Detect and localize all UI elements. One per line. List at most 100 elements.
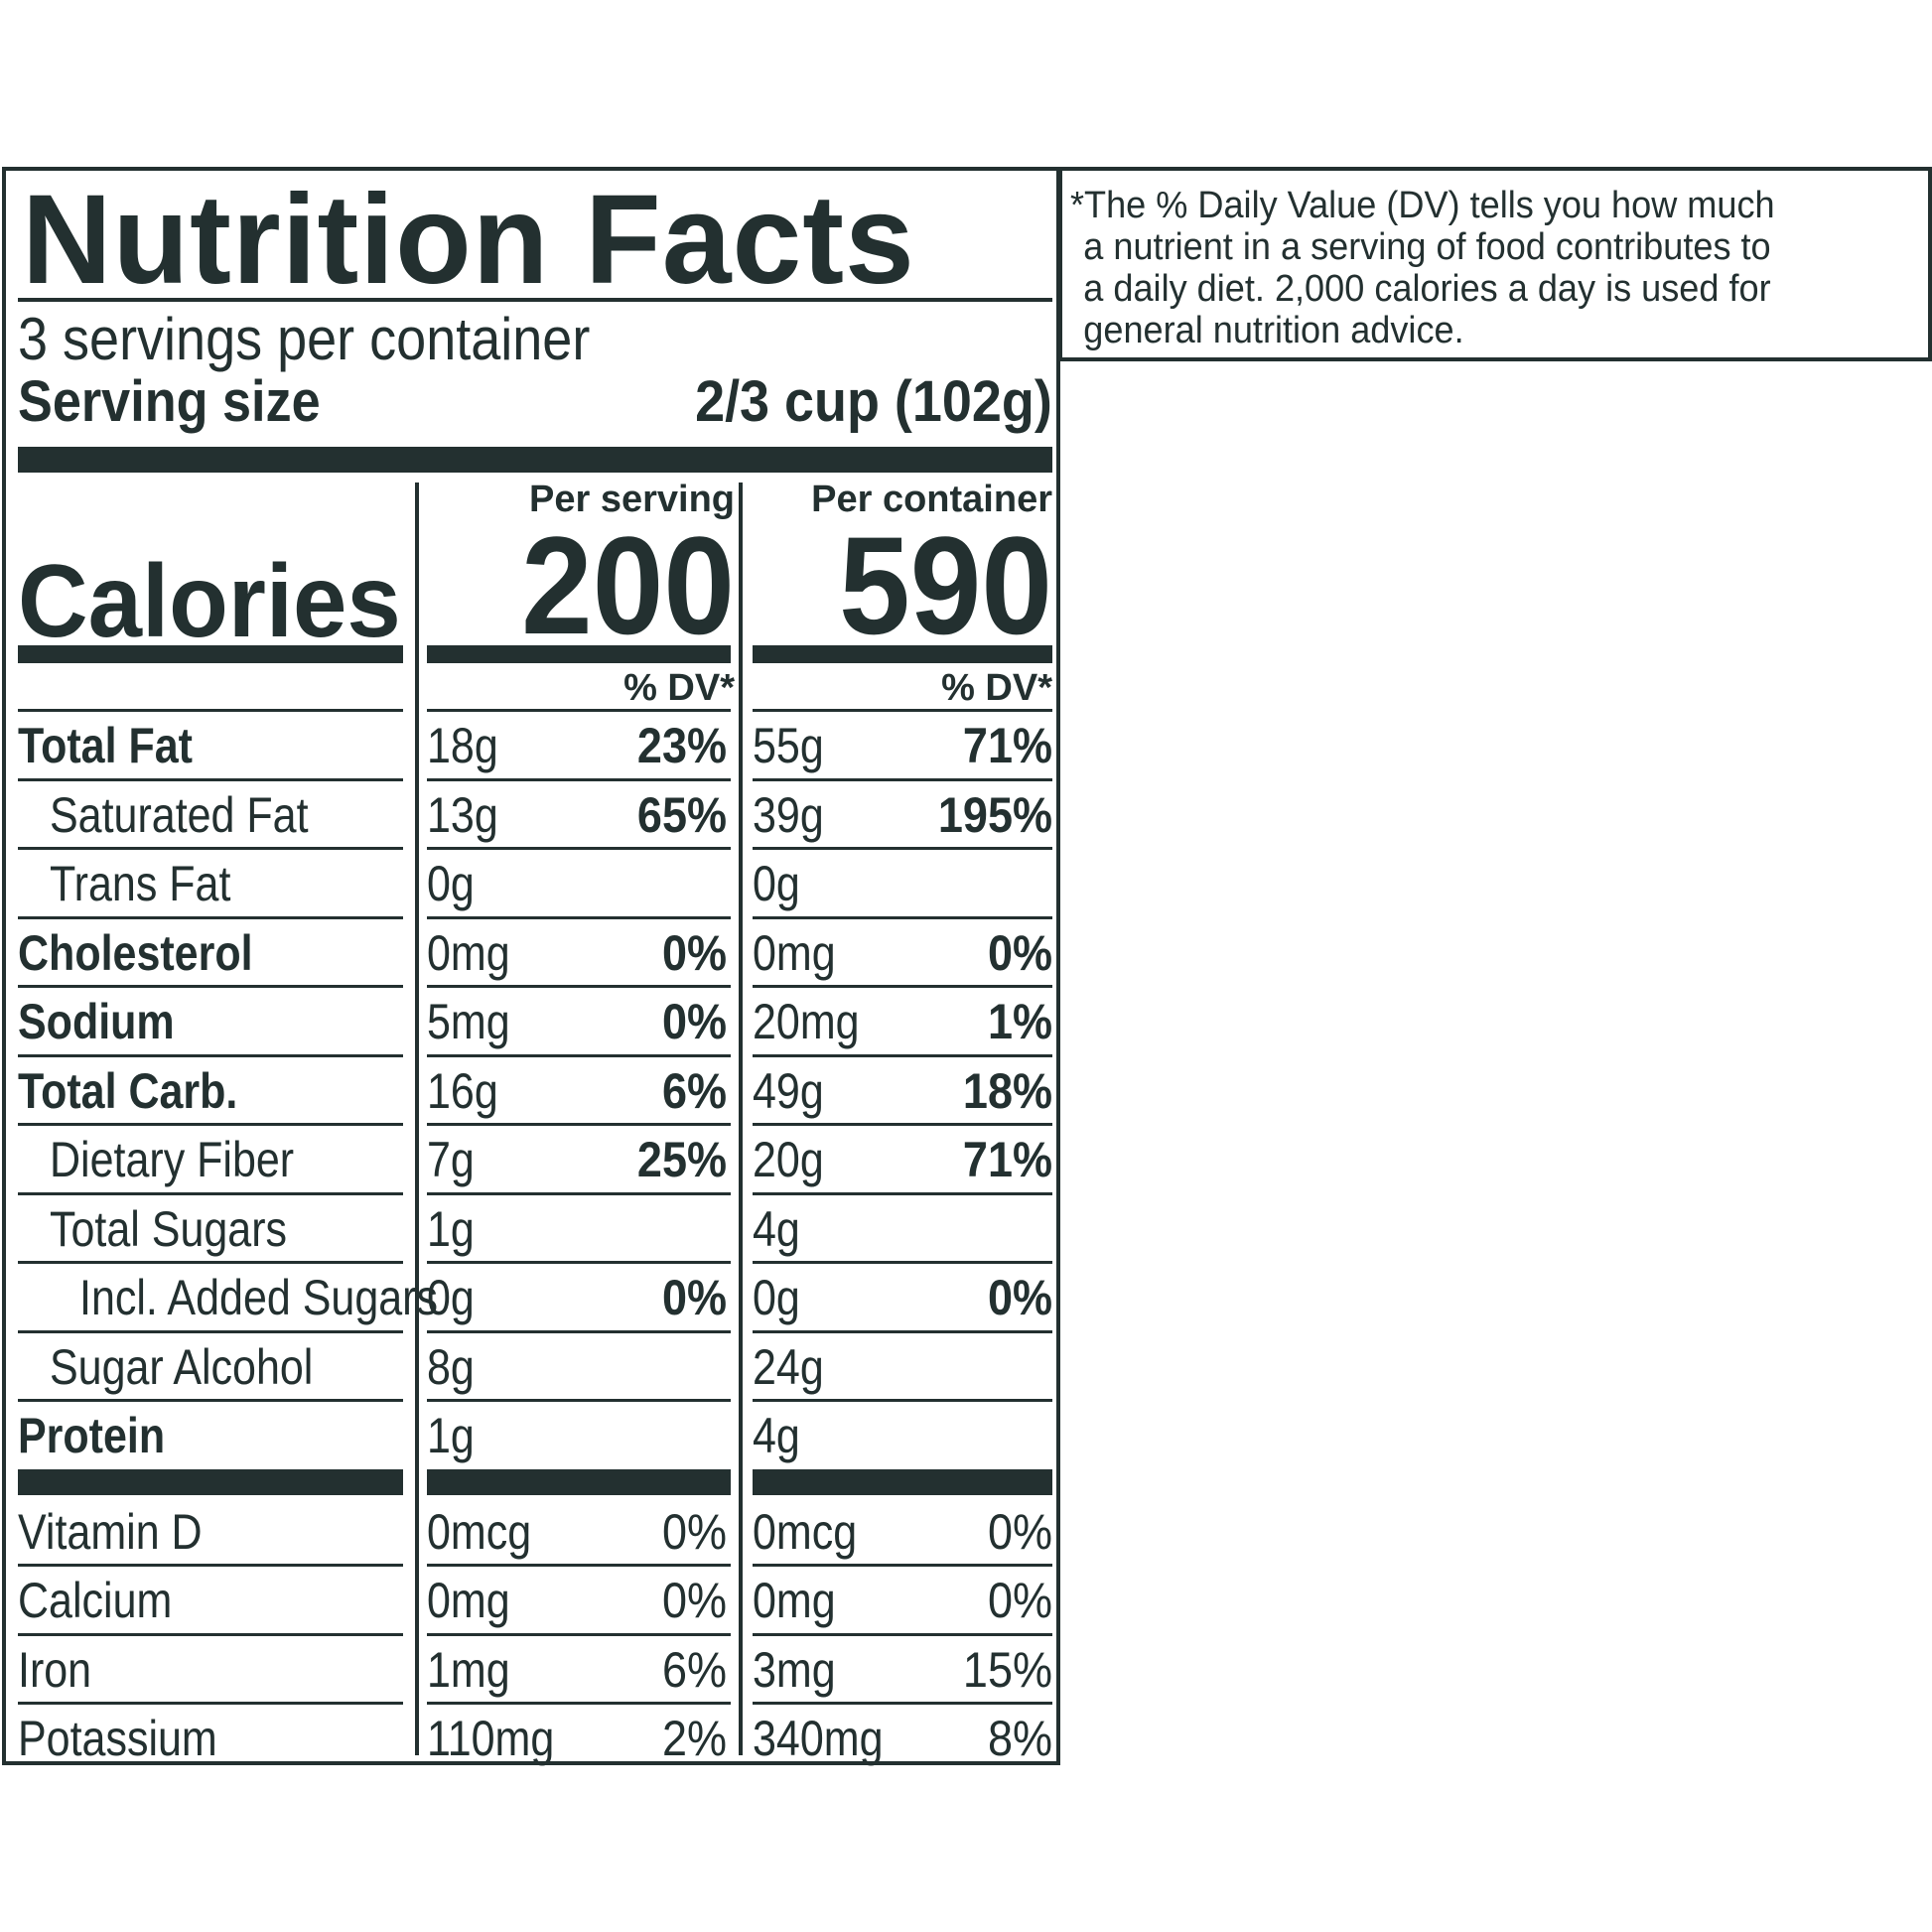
container-amount: 49g xyxy=(753,1062,824,1119)
servings-per-container: 3 servings per container xyxy=(18,306,591,372)
serving-amount: 0mcg xyxy=(427,1503,532,1560)
container-dv: 0% xyxy=(987,1573,1052,1628)
serving-amount: 13g xyxy=(427,786,498,843)
nutrient-name: Sodium xyxy=(18,994,175,1049)
header-rule-serving xyxy=(427,709,731,712)
vitamin-2-rule-container xyxy=(753,1702,1052,1705)
nutrient-3-rule-serving xyxy=(427,985,731,988)
nutrient-name: Cholesterol xyxy=(18,924,253,981)
serving-dv: 6% xyxy=(661,1062,727,1119)
footnote-line: general nutrition advice. xyxy=(1083,310,1464,351)
nutrient-9-rule-serving xyxy=(427,1399,731,1402)
footnote-line: *The % Daily Value (DV) tells you how mu… xyxy=(1070,185,1775,226)
calories-label: Calories xyxy=(18,544,401,659)
nutrient-9-rule-container xyxy=(753,1399,1052,1402)
calories-per-container: 590 xyxy=(839,507,1052,663)
calories-divider-container xyxy=(753,645,1052,663)
vitamin-name: Potassium xyxy=(18,1711,217,1766)
container-amount: 0mcg xyxy=(753,1503,858,1560)
container-dv: 0% xyxy=(987,1270,1052,1325)
vitamins-divider xyxy=(753,1468,1052,1495)
title-divider xyxy=(18,298,1052,302)
vitamin-1-rule-container xyxy=(753,1632,1052,1636)
calories-per-serving: 200 xyxy=(521,507,735,663)
vitamin-name: Iron xyxy=(18,1641,92,1698)
nutrient-name: Total Fat xyxy=(18,718,193,773)
container-dv: 195% xyxy=(937,786,1052,843)
nutrient-2-rule-label xyxy=(18,915,403,919)
nutrient-name: Dietary Fiber xyxy=(50,1132,295,1187)
nutrient-1-rule-label xyxy=(18,847,403,850)
footnote-line: a daily diet. 2,000 calories a day is us… xyxy=(1083,268,1771,310)
serving-amount: 7g xyxy=(427,1132,475,1187)
nutrient-6-rule-serving xyxy=(427,1191,731,1195)
container-amount: 55g xyxy=(753,718,824,773)
serving-amount: 0g xyxy=(427,856,475,911)
serving-amount: 16g xyxy=(427,1062,498,1119)
dv-header-container: % DV* xyxy=(941,667,1052,709)
vitamin-1-rule-serving xyxy=(427,1632,731,1636)
nutrition-facts-panel: Nutrition Facts 3 servings per container… xyxy=(2,167,1060,1765)
vitamin-0-rule-serving xyxy=(427,1564,731,1567)
header-rule-container xyxy=(753,709,1052,712)
serving-dv: 0% xyxy=(661,1503,727,1560)
nutrient-5-rule-serving xyxy=(427,1123,731,1126)
nutrient-3-rule-label xyxy=(18,985,403,988)
container-amount: 0g xyxy=(753,856,800,911)
container-dv: 18% xyxy=(962,1062,1052,1119)
serving-amount: 1g xyxy=(427,1408,475,1463)
vitamin-2-rule-serving xyxy=(427,1702,731,1705)
serving-dv: 0% xyxy=(661,1270,727,1325)
vitamins-divider xyxy=(18,1468,403,1495)
serving-dv: 0% xyxy=(661,924,727,981)
nutrient-8-rule-container xyxy=(753,1329,1052,1333)
container-amount: 24g xyxy=(753,1338,824,1395)
nutrient-7-rule-serving xyxy=(427,1261,731,1264)
daily-value-footnote-box: *The % Daily Value (DV) tells you how mu… xyxy=(1058,167,1932,361)
nutrient-4-rule-label xyxy=(18,1053,403,1057)
serving-dv: 2% xyxy=(661,1711,727,1766)
serving-amount: 0mg xyxy=(427,1573,510,1628)
nutrient-7-rule-container xyxy=(753,1261,1052,1264)
column-divider-container xyxy=(739,483,743,1755)
container-amount: 0g xyxy=(753,1270,800,1325)
serving-size-value: 2/3 cup (102g) xyxy=(695,369,1052,434)
container-dv: 0% xyxy=(987,1503,1052,1560)
vitamin-1-rule-label xyxy=(18,1632,403,1636)
nutrient-0-rule-label xyxy=(18,777,403,781)
serving-amount: 8g xyxy=(427,1338,475,1395)
container-dv: 0% xyxy=(987,924,1052,981)
vitamin-2-rule-label xyxy=(18,1702,403,1705)
per-container-header: Per container xyxy=(811,479,1052,520)
daily-value-footnote: *The % Daily Value (DV) tells you how mu… xyxy=(1070,185,1872,351)
calories-divider-serving xyxy=(427,645,731,663)
nutrient-4-rule-container xyxy=(753,1053,1052,1057)
calories-divider-label xyxy=(18,645,403,663)
serving-size-label: Serving size xyxy=(18,369,321,434)
nutrient-6-rule-label xyxy=(18,1191,403,1195)
nutrition-facts-title: Nutrition Facts xyxy=(22,169,915,311)
per-serving-header: Per serving xyxy=(529,479,735,520)
header-rule-label xyxy=(18,709,403,712)
nutrient-name: Saturated Fat xyxy=(50,786,309,843)
container-amount: 340mg xyxy=(753,1711,884,1766)
container-amount: 3mg xyxy=(753,1641,836,1698)
nutrient-2-rule-container xyxy=(753,915,1052,919)
vitamin-name: Calcium xyxy=(18,1573,173,1628)
footnote-line: a nutrient in a serving of food contribu… xyxy=(1083,226,1771,268)
nutrient-8-rule-label xyxy=(18,1329,403,1333)
serving-dv: 0% xyxy=(661,994,727,1049)
serving-amount: 18g xyxy=(427,718,498,773)
serving-amount: 0g xyxy=(427,1270,475,1325)
nutrient-5-rule-container xyxy=(753,1123,1052,1126)
serving-dv: 65% xyxy=(636,786,727,843)
container-dv: 15% xyxy=(962,1641,1052,1698)
container-amount: 39g xyxy=(753,786,824,843)
nutrient-5-rule-label xyxy=(18,1123,403,1126)
container-amount: 4g xyxy=(753,1200,800,1257)
nutrient-8-rule-serving xyxy=(427,1329,731,1333)
container-amount: 20mg xyxy=(753,994,860,1049)
container-dv: 1% xyxy=(987,994,1052,1049)
container-dv: 71% xyxy=(962,718,1052,773)
nutrient-1-rule-serving xyxy=(427,847,731,850)
